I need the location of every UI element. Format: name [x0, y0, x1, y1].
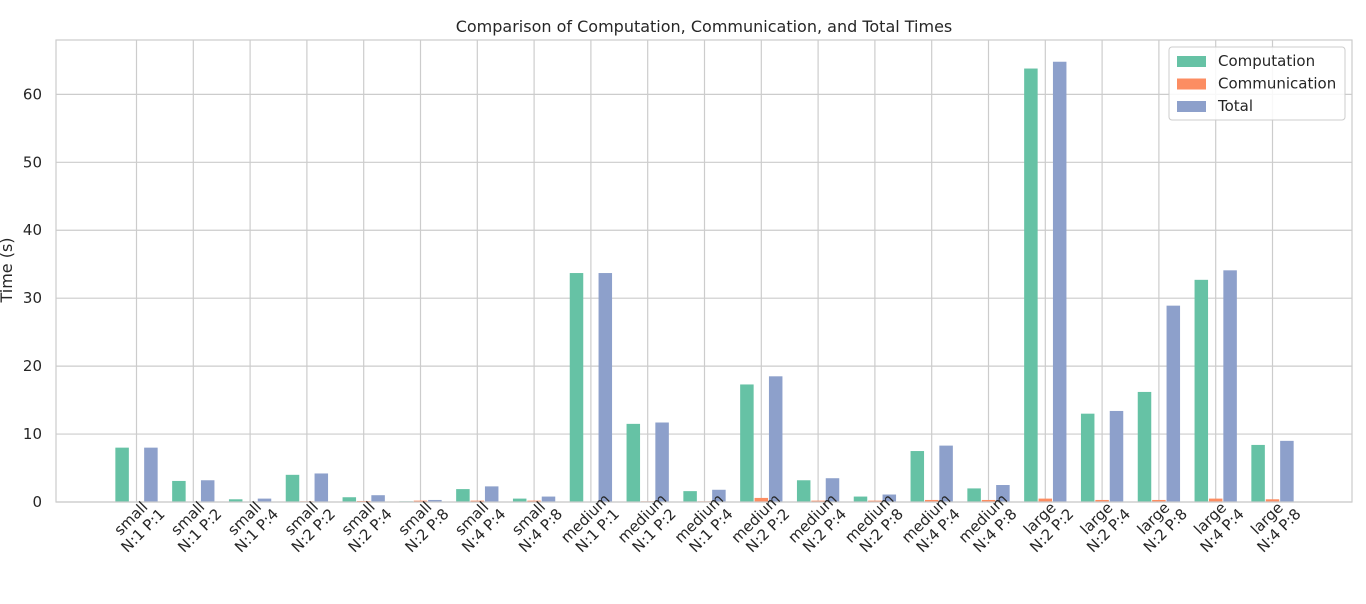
y-axis-label: Time (s) — [0, 237, 16, 303]
legend-label: Total — [1217, 97, 1253, 115]
bar-computation — [570, 273, 584, 502]
bar-computation — [286, 475, 300, 502]
y-tick-label: 0 — [32, 493, 42, 511]
x-tick-label-text: mediumN:4 P:8 — [955, 490, 1023, 558]
bar-total — [201, 480, 215, 502]
bar-total — [1280, 441, 1294, 502]
bar-computation — [456, 489, 470, 502]
bar-computation — [627, 424, 641, 502]
y-tick-label: 20 — [23, 357, 42, 375]
x-tick-label: mediumN:2 P:8 — [841, 490, 909, 558]
bar-total — [1167, 306, 1181, 502]
x-tick-label-text: mediumN:2 P:2 — [728, 490, 796, 558]
x-tick-label-text: mediumN:4 P:4 — [898, 490, 966, 558]
y-tick-label: 30 — [23, 289, 42, 307]
bar-computation — [1081, 414, 1095, 502]
bar-total — [542, 497, 556, 502]
legend-label: Communication — [1218, 75, 1336, 93]
bar-total — [1110, 411, 1124, 502]
bar-total — [655, 423, 669, 502]
bar-computation — [683, 491, 697, 502]
x-tick-label: mediumN:2 P:2 — [728, 490, 796, 558]
bar-total — [485, 486, 499, 502]
bar-total — [599, 273, 613, 502]
bar-total — [1223, 270, 1237, 502]
bar-computation — [1138, 392, 1152, 502]
bar-computation — [1251, 445, 1265, 502]
bar-computation — [967, 488, 981, 502]
legend: Computation Communication Total — [1169, 47, 1345, 120]
x-tick-label-text: mediumN:1 P:4 — [671, 490, 739, 558]
y-tick-labels: 0 10 20 30 40 50 60 — [23, 85, 42, 511]
bar-total — [144, 448, 158, 502]
y-tick-label: 60 — [23, 85, 42, 103]
bar-computation — [797, 480, 811, 502]
bar-computation — [115, 448, 129, 502]
bar-total — [371, 495, 385, 502]
x-tick-label-text: mediumN:1 P:1 — [557, 490, 625, 558]
legend-swatch — [1177, 101, 1206, 112]
bar-computation — [854, 497, 868, 502]
bar-computation — [172, 481, 186, 502]
y-tick-label: 10 — [23, 425, 42, 443]
gridlines — [56, 40, 1352, 502]
x-tick-label-text: mediumN:1 P:2 — [614, 490, 682, 558]
bar-computation — [1195, 280, 1209, 502]
y-tick-label: 50 — [23, 153, 42, 171]
bar-computation — [1024, 69, 1038, 502]
bar-total — [315, 473, 329, 502]
x-tick-label-text: mediumN:2 P:4 — [784, 490, 852, 558]
x-tick-label: mediumN:1 P:4 — [671, 490, 739, 558]
x-tick-label: mediumN:1 P:1 — [557, 490, 625, 558]
legend-swatch — [1177, 79, 1206, 90]
x-tick-label: mediumN:1 P:2 — [614, 490, 682, 558]
x-tick-label: mediumN:4 P:8 — [955, 490, 1023, 558]
legend-swatch — [1177, 56, 1206, 67]
x-tick-label: mediumN:4 P:4 — [898, 490, 966, 558]
bar-computation — [343, 497, 357, 502]
chart-title: Comparison of Computation, Communication… — [456, 17, 953, 36]
bar-total — [1053, 62, 1067, 502]
legend-label: Computation — [1218, 52, 1315, 70]
bar-computation — [911, 451, 925, 502]
x-tick-label-text: mediumN:2 P:8 — [841, 490, 909, 558]
bar-total — [769, 376, 783, 502]
y-tick-label: 40 — [23, 221, 42, 239]
x-tick-label: mediumN:2 P:4 — [784, 490, 852, 558]
bar-computation — [740, 384, 754, 502]
